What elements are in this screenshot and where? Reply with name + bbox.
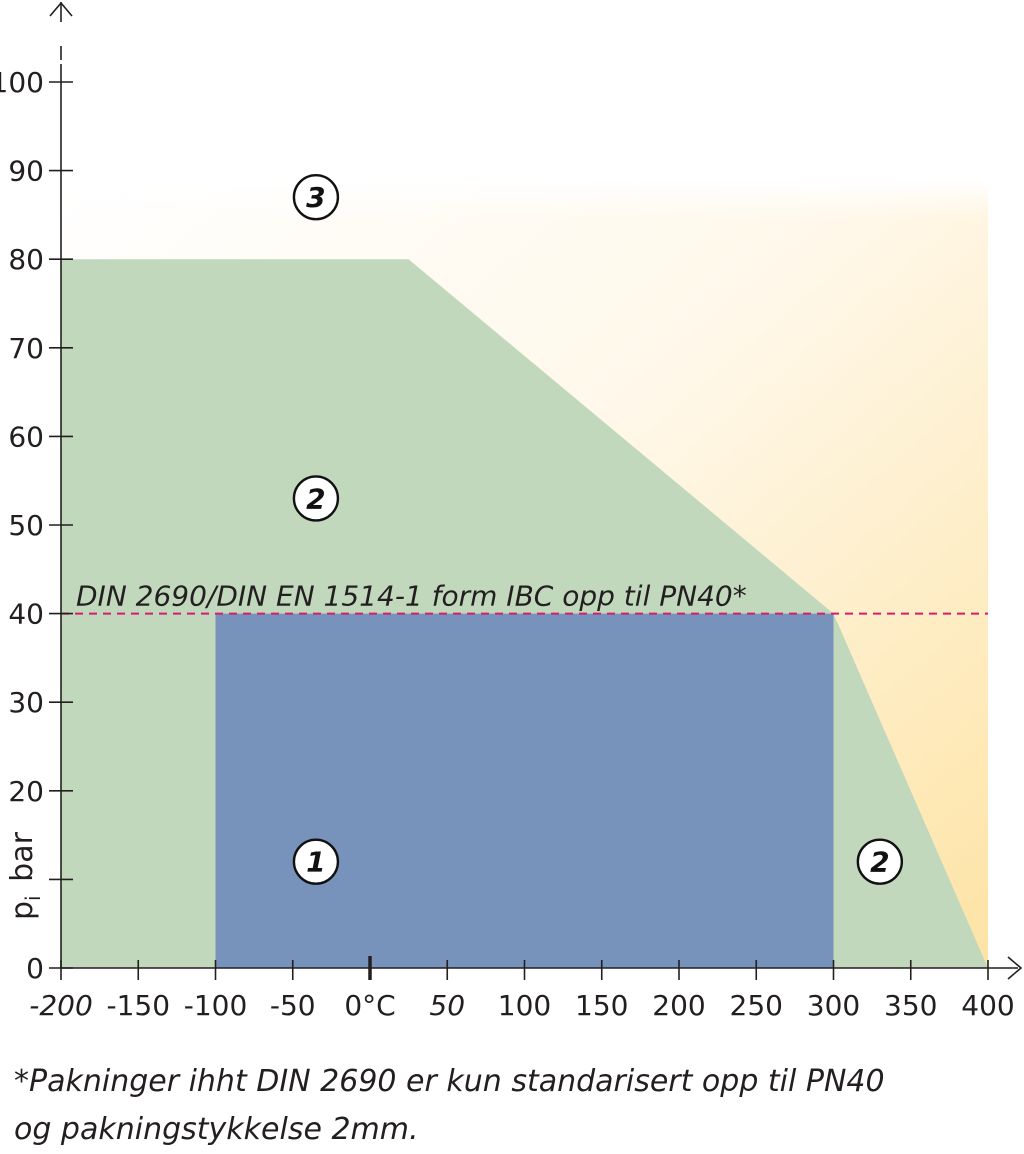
y-tick-label-30: 30: [8, 686, 44, 719]
reference-line-label: DIN 2690/DIN EN 1514-1 form IBC opp til …: [76, 580, 747, 613]
region-badge-2-label: 2: [306, 482, 325, 515]
region-1: [215, 613, 834, 968]
x-tick-label--50: -50: [270, 989, 316, 1022]
pressure-temperature-chart: DIN 2690/DIN EN 1514-1 form IBC opp til …: [0, 1, 1023, 1022]
x-tick-label-400: 400: [961, 989, 1014, 1022]
region-badge-2: 2: [292, 475, 340, 522]
x-tick-label-300: 300: [807, 989, 860, 1022]
x-tick-label-100: 100: [498, 989, 551, 1022]
region-badge-3-label: 3: [306, 181, 325, 214]
region-3-fade: [61, 179, 988, 220]
x-tick-label-50: 50: [429, 989, 465, 1022]
region-badge-1-circle: [292, 838, 340, 885]
y-tick-label-100: 100: [0, 66, 44, 99]
badges-layer: 3 2 1 2: [292, 173, 904, 885]
x-tick-label-150: 150: [575, 989, 628, 1022]
y-tick-label-70: 70: [8, 332, 44, 365]
y-tick-label-20: 20: [8, 775, 44, 808]
region-badge-1-label: 1: [306, 846, 325, 879]
x-tick-label-250: 250: [730, 989, 783, 1022]
x-axis-arrow-head: [1007, 956, 1023, 980]
footnote: *Pakninger ihht DIN 2690 er kun standari…: [14, 1058, 1014, 1154]
y-tick-label-90: 90: [8, 155, 44, 188]
y-tick-label-40: 40: [8, 598, 44, 631]
regions-layer: [61, 179, 988, 968]
region-badge-2-extra-0-label: 2: [870, 846, 889, 879]
axes-layer: 0 20 30 40 50 60 70 80 90 100 pi bar -200 -150 -100 -5…: [0, 1, 1023, 1022]
region-badge-3-circle: [292, 173, 340, 221]
x-tick-label--150: -150: [106, 989, 170, 1022]
x-tick-label--100: -100: [184, 989, 248, 1022]
region-badge-3: 3: [292, 173, 340, 221]
y-axis-title: pi bar: [5, 831, 45, 920]
region-badge-2-extra-0-circle: [856, 838, 904, 885]
footnote-line-1: *Pakninger ihht DIN 2690 er kun standari…: [14, 1064, 885, 1099]
y-tick-label-80: 80: [8, 243, 44, 276]
footnote-line-2: og pakningstykkelse 2mm.: [14, 1112, 419, 1147]
y-tick-label-0: 0: [26, 952, 44, 985]
y-axis-arrow-head: [49, 1, 73, 17]
region-badge-1: 1: [292, 838, 340, 885]
y-tick-label-50: 50: [8, 509, 44, 542]
x-tick-label-200: 200: [652, 989, 705, 1022]
y-tick-label-60: 60: [8, 420, 44, 453]
x-tick-label--200: -200: [29, 989, 93, 1022]
x-tick-label-350: 350: [884, 989, 937, 1022]
x-tick-label-0: 0°C: [344, 989, 395, 1022]
region-badge-2-extra-0: 2: [856, 838, 904, 885]
region-badge-2-circle: [292, 475, 340, 522]
reference-line-layer: DIN 2690/DIN EN 1514-1 form IBC opp til …: [61, 580, 988, 615]
